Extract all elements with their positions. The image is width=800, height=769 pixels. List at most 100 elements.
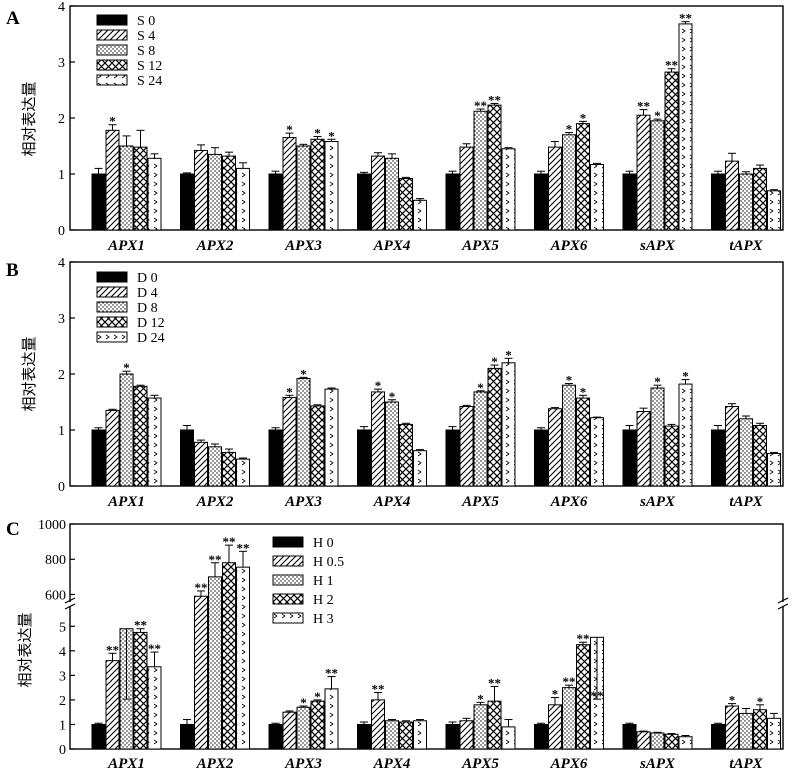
legend-label: D 0 — [137, 271, 158, 286]
significance-label: ** — [325, 666, 338, 681]
bar-tAPX-H0.5 — [725, 705, 739, 750]
bar-APX4-S4 — [371, 155, 385, 231]
bar-APX2-D24 — [236, 458, 250, 487]
legend-swatch — [272, 574, 304, 586]
significance-label: * — [729, 693, 736, 708]
bar-APX2-H2 — [222, 562, 236, 750]
legend-swatch — [272, 536, 304, 548]
significance-label: ** — [134, 618, 147, 633]
y-tick-label: 1000 — [38, 518, 66, 533]
significance-label: ** — [474, 98, 487, 113]
significance-label: * — [300, 695, 307, 710]
y-tick-label: 1 — [58, 424, 65, 439]
bar-sAPX-S24 — [678, 23, 693, 231]
significance-label: * — [682, 369, 689, 384]
y-tick-label: 600 — [45, 588, 66, 603]
group-APX3: * ***APX3 — [268, 666, 339, 769]
bar-APX2-H1 — [208, 576, 222, 750]
bar-APX3-H3 — [324, 688, 339, 750]
bar-APX1-S4 — [105, 129, 120, 231]
bar-tAPX-S24 — [767, 190, 781, 231]
significance-label: ** — [148, 641, 161, 656]
bar-APX5-S12 — [487, 104, 502, 231]
significance-label: * — [286, 384, 293, 399]
legend-label: S 24 — [137, 74, 162, 89]
bar-sAPX-H2 — [664, 733, 679, 750]
category-label: sAPX — [639, 756, 676, 769]
legend: H 0 H 0.5 H 1 H 2 H 3 — [272, 536, 344, 627]
bar-APX3-H0.5 — [282, 711, 297, 750]
bar-APX5-D0 — [445, 429, 460, 487]
significance-label: * — [389, 389, 396, 404]
group-tAPX: tAPX — [711, 152, 781, 254]
bar-APX6-S8 — [562, 134, 576, 231]
bar-tAPX-D4 — [725, 405, 739, 487]
bar-sAPX-D0 — [622, 429, 637, 487]
bar-APX1-D8 — [119, 373, 134, 487]
significance-label: * — [491, 354, 498, 369]
significance-label: ** — [106, 642, 119, 657]
significance-label: ** — [679, 11, 692, 26]
bar-APX3-H2 — [310, 700, 325, 750]
significance-label: ** — [591, 688, 604, 703]
group-APX1: * APX1 — [91, 114, 162, 254]
category-label: APX5 — [461, 756, 499, 769]
category-label: APX5 — [461, 494, 499, 510]
bar-tAPX-D0 — [711, 429, 725, 487]
axis-break-mark — [64, 597, 76, 604]
group-APX4: ** APX4 — [357, 682, 427, 769]
legend-swatch — [96, 44, 128, 56]
bar-APX1-D0 — [91, 429, 106, 487]
bar-APX5-D8 — [473, 391, 488, 487]
bar-APX4-S8 — [385, 157, 399, 231]
bar-tAPX-S0 — [711, 173, 725, 231]
bar-APX2-S8 — [208, 153, 222, 231]
legend: S 0S 4S 8S 12S 24 — [96, 14, 162, 89]
category-label: tAPX — [729, 756, 763, 769]
category-label: APX6 — [550, 494, 588, 510]
bar-APX5-D24 — [501, 362, 516, 487]
legend-label: S 0 — [137, 14, 155, 29]
group-APX6: * * APX6 — [534, 373, 604, 510]
bar-APX5-D4 — [459, 405, 474, 487]
bar-sAPX-S0 — [622, 173, 637, 231]
significance-label: ** — [577, 631, 590, 646]
bar-sAPX-H1 — [650, 732, 665, 750]
y-tick-label: 3 — [58, 56, 65, 71]
group-tAPX: tAPX — [711, 403, 781, 510]
bar-APX1-H0.5 — [105, 660, 120, 750]
bar-APX1-H3 — [147, 666, 162, 750]
bar-APX4-H1 — [385, 720, 399, 750]
significance-label: ** — [563, 674, 576, 689]
legend-label: H 1 — [313, 574, 334, 589]
group-sAPX: sAPX — [622, 722, 693, 769]
significance-label: ** — [488, 92, 501, 107]
significance-label: * — [328, 128, 335, 143]
significance-label: ** — [237, 540, 250, 555]
significance-label: * — [757, 694, 764, 709]
bar-APX2-S12 — [222, 155, 236, 231]
bar-APX1-H2 — [133, 631, 148, 750]
axis-break-mark — [777, 603, 789, 610]
bar-APX6-S0 — [534, 173, 548, 231]
y-tick-label: 5 — [59, 620, 66, 635]
bar-APX4-S12 — [399, 177, 413, 231]
y-axis-label: 相对表达量 — [21, 336, 38, 411]
bar-APX6-S24 — [590, 163, 604, 231]
bar-sAPX-H0.5 — [636, 731, 651, 750]
significance-label: ** — [372, 682, 385, 697]
bar-APX5-S4 — [459, 146, 474, 231]
bar-tAPX-S4 — [725, 160, 739, 231]
bar-APX4-D12 — [399, 423, 413, 487]
bar-APX4-D8 — [385, 401, 399, 487]
bar-APX3-S12 — [310, 138, 325, 231]
y-axis-label: 相对表达量 — [17, 612, 34, 687]
bar-APX4-H0 — [357, 723, 371, 750]
bar-sAPX-D4 — [636, 411, 651, 487]
bar-APX2-H0.5 — [194, 595, 208, 750]
category-label: APX2 — [196, 494, 234, 510]
legend-label: S 8 — [137, 44, 155, 59]
bar-APX4-S24 — [413, 199, 427, 231]
bar-APX5-S8 — [473, 110, 488, 231]
bar-APX3-S0 — [268, 173, 283, 231]
